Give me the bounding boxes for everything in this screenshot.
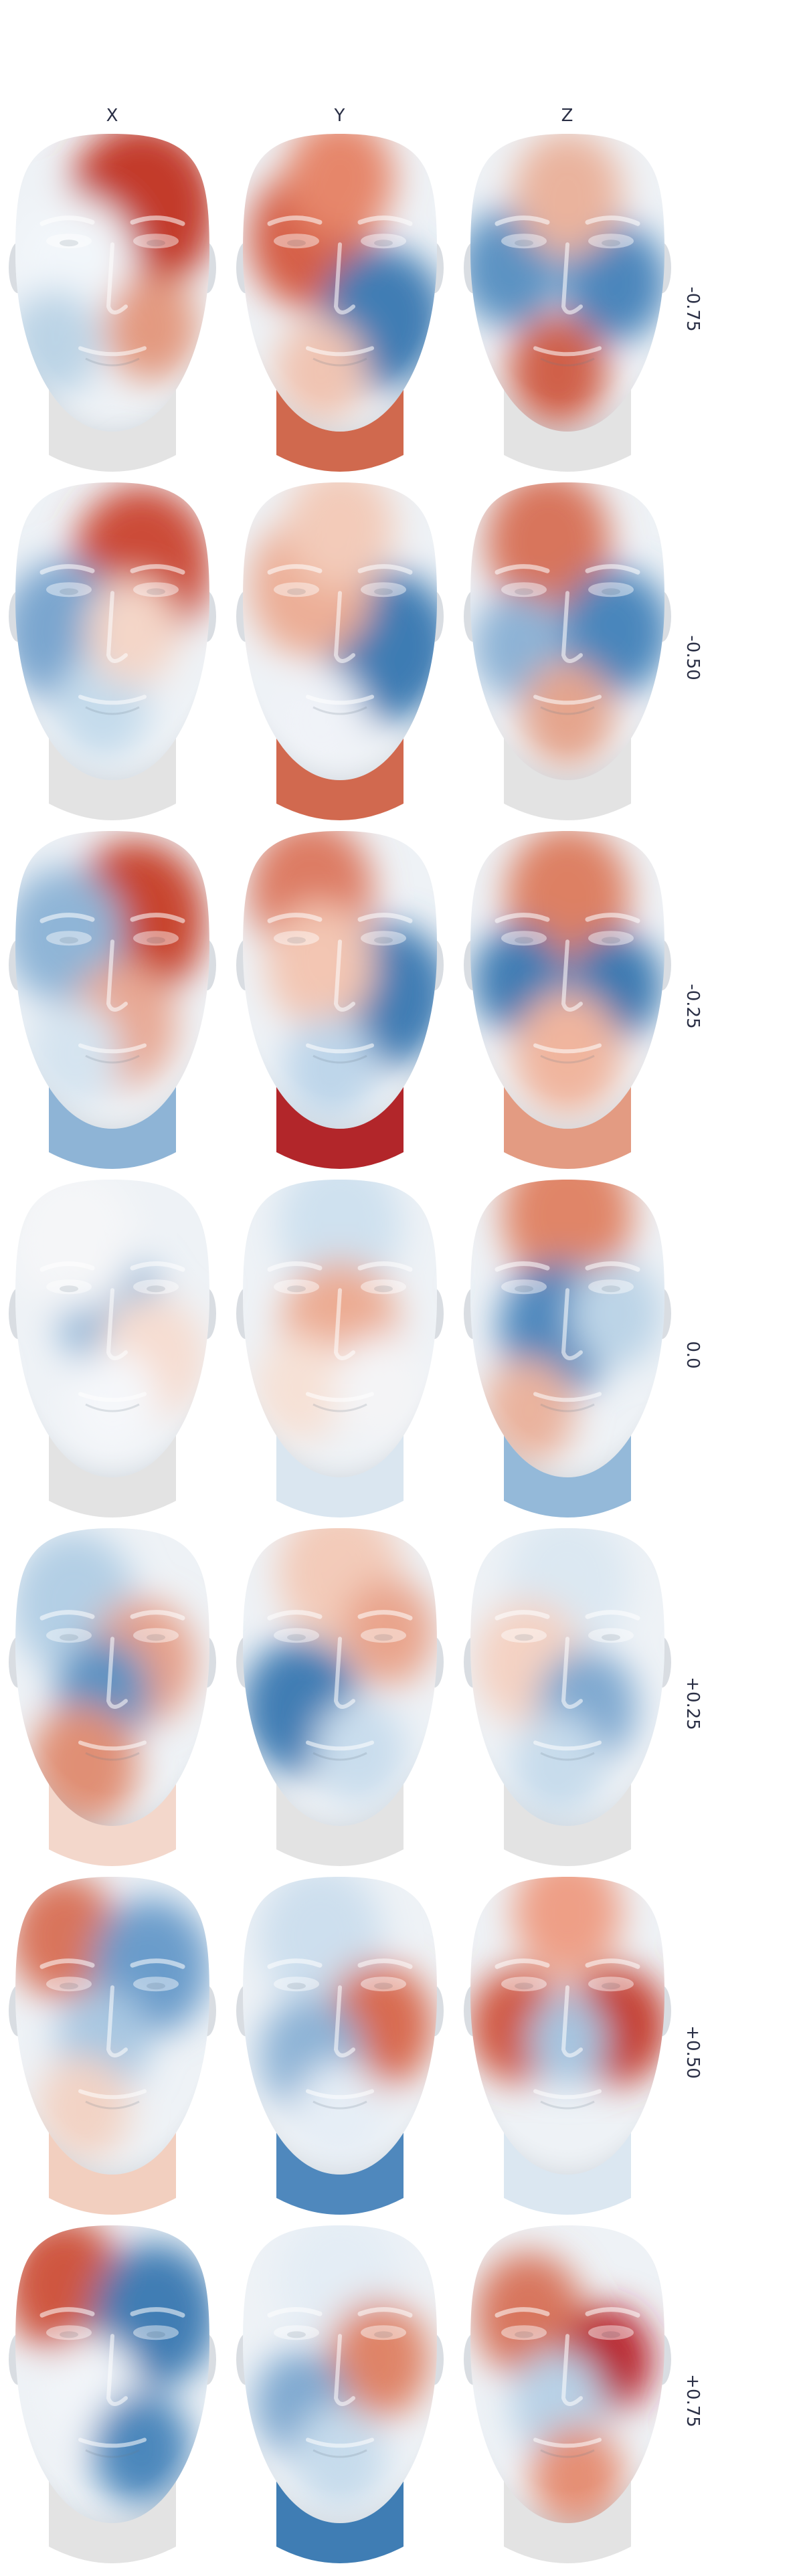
column-header-y: Y: [334, 106, 346, 126]
face-shading: [15, 1180, 209, 1477]
face-shading: [470, 831, 664, 1129]
face-5-1: [236, 1877, 444, 2215]
face-3-0: [9, 1180, 216, 1517]
face-shading: [243, 831, 437, 1129]
face-shading: [243, 1877, 437, 2175]
face-shading: [470, 1528, 664, 1826]
face-shading: [470, 482, 664, 780]
column-header-z: Z: [561, 106, 574, 126]
face-shading: [15, 1528, 209, 1826]
face-shading: [243, 1180, 437, 1477]
face-shading: [470, 1180, 664, 1477]
face-0-0: [9, 134, 216, 472]
face-shading: [15, 831, 209, 1129]
face-1-1: [236, 482, 444, 820]
face-2-0: [9, 831, 216, 1169]
face-shading: [470, 2225, 664, 2523]
face-0-2: [464, 134, 671, 472]
face-4-2: [464, 1528, 671, 1866]
face-3-2: [464, 1180, 671, 1517]
face-1-2: [464, 482, 671, 820]
face-5-2: [464, 1877, 671, 2215]
face-shading: [243, 1528, 437, 1826]
column-header-x: X: [106, 106, 119, 126]
face-2-1: [236, 831, 444, 1169]
face-6-2: [464, 2225, 671, 2563]
face-shading: [470, 1877, 664, 2175]
face-shading: [243, 482, 437, 780]
face-6-0: [9, 2225, 216, 2563]
face-1-0: [9, 482, 216, 820]
face-6-1: [236, 2225, 444, 2563]
face-shading: [243, 134, 437, 432]
face-shading: [243, 2225, 437, 2523]
face-shading: [15, 134, 209, 432]
face-5-0: [9, 1877, 216, 2215]
face-3-1: [236, 1180, 444, 1517]
face-4-1: [236, 1528, 444, 1866]
face-0-1: [236, 134, 444, 472]
face-shading: [470, 134, 664, 432]
face-shading: [15, 1877, 209, 2175]
face-shading: [15, 482, 209, 780]
face-4-0: [9, 1528, 216, 1866]
face-2-2: [464, 831, 671, 1169]
face-shading: [15, 2225, 209, 2523]
